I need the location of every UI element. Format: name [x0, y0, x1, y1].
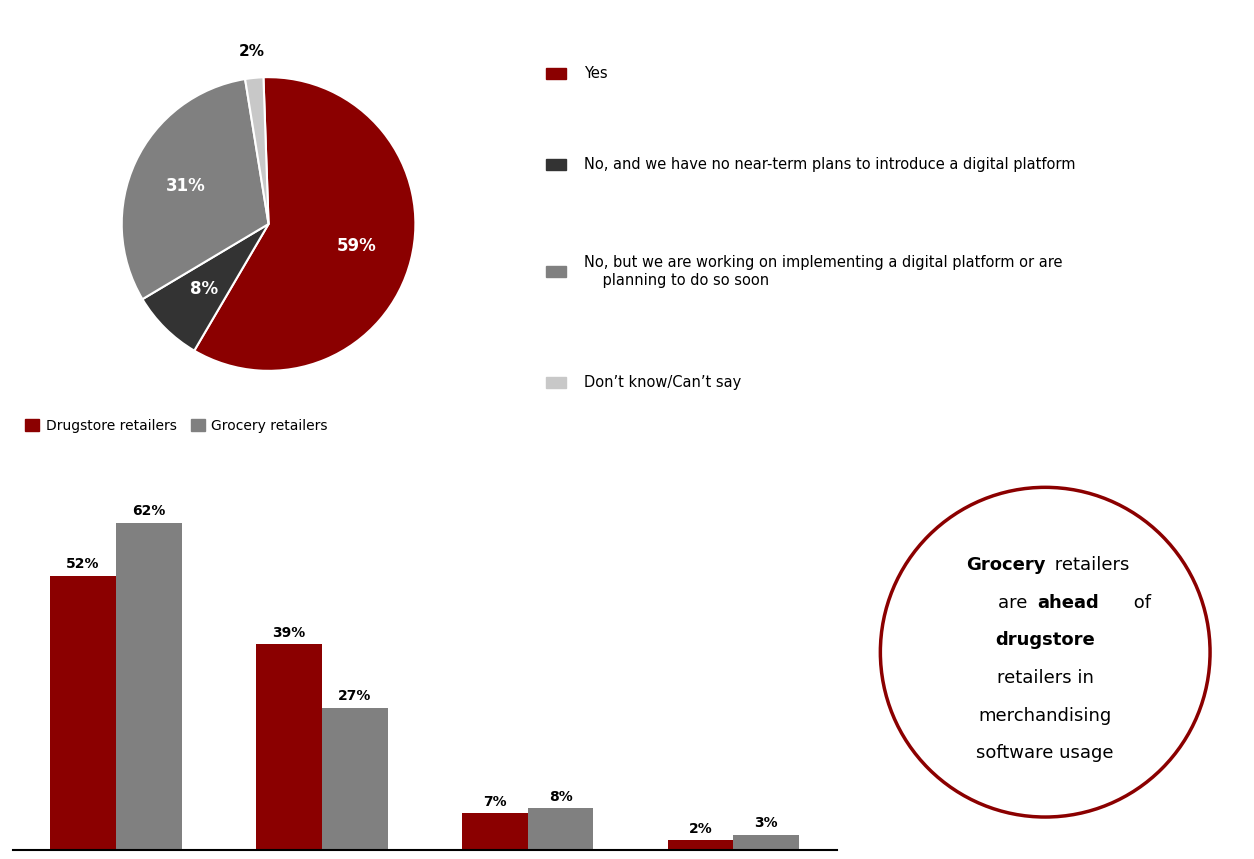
Wedge shape	[143, 224, 268, 350]
Wedge shape	[122, 79, 268, 299]
Bar	[322, 708, 387, 850]
Text: software usage: software usage	[977, 744, 1114, 762]
Wedge shape	[245, 77, 268, 224]
Text: merchandising: merchandising	[978, 707, 1112, 725]
Text: 8%: 8%	[191, 279, 218, 297]
Text: 2%: 2%	[238, 44, 265, 59]
Wedge shape	[194, 77, 415, 371]
FancyBboxPatch shape	[545, 266, 566, 277]
Text: No, but we are working on implementing a digital platform or are
    planning to: No, but we are working on implementing a…	[584, 255, 1062, 288]
Text: of: of	[1127, 594, 1151, 612]
Text: Grocery: Grocery	[966, 556, 1046, 574]
Bar	[256, 644, 322, 850]
Legend: Drugstore retailers, Grocery retailers: Drugstore retailers, Grocery retailers	[20, 413, 334, 438]
Bar	[528, 808, 593, 850]
Bar	[115, 522, 182, 850]
Text: 8%: 8%	[549, 790, 572, 804]
Text: 39%: 39%	[272, 626, 306, 640]
Bar	[734, 835, 799, 850]
Text: 52%: 52%	[66, 557, 100, 571]
Text: No, and we have no near-term plans to introduce a digital platform: No, and we have no near-term plans to in…	[584, 157, 1076, 172]
Text: 3%: 3%	[755, 816, 779, 831]
Text: are: are	[998, 594, 1033, 612]
Text: 59%: 59%	[337, 237, 376, 255]
Text: retailers: retailers	[1050, 556, 1130, 574]
Text: ahead: ahead	[1037, 594, 1099, 612]
FancyBboxPatch shape	[545, 68, 566, 79]
Text: Yes: Yes	[584, 66, 608, 81]
Text: 2%: 2%	[688, 821, 712, 836]
FancyBboxPatch shape	[545, 377, 566, 388]
Text: drugstore: drugstore	[996, 631, 1095, 649]
Text: 62%: 62%	[132, 504, 166, 519]
Text: 7%: 7%	[483, 795, 507, 809]
Bar	[667, 840, 734, 850]
Text: retailers in: retailers in	[997, 669, 1093, 687]
Text: 27%: 27%	[339, 690, 371, 704]
FancyBboxPatch shape	[545, 159, 566, 170]
Bar	[461, 813, 528, 850]
Text: 31%: 31%	[167, 177, 206, 194]
Bar	[50, 576, 115, 850]
Text: Don’t know/Can’t say: Don’t know/Can’t say	[584, 375, 741, 390]
